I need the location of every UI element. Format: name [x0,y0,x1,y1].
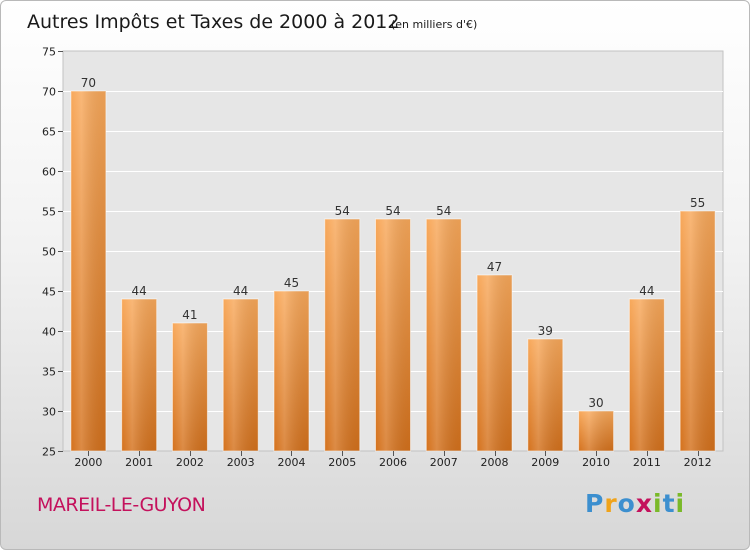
y-tick-label: 65 [42,126,56,139]
value-label: 41 [182,308,197,322]
y-tick-label: 55 [42,206,56,219]
y-tick-label: 30 [42,406,56,419]
x-tick-label: 2004 [277,456,305,469]
x-tick-label: 2011 [633,456,661,469]
x-tick-label: 2005 [328,456,356,469]
x-tick-label: 2002 [176,456,204,469]
x-tick-label: 2012 [684,456,712,469]
y-tick-label: 40 [42,326,56,339]
logo-letter: P [585,489,605,518]
bar-shine [477,275,513,451]
chart-unit-note: (en milliers d'€) [391,18,477,31]
bar-shine [527,339,563,451]
bar-shine [273,291,309,451]
value-label: 39 [538,324,553,338]
value-label: 54 [436,204,451,218]
bar-shine [426,219,462,451]
bar-shine [223,299,259,451]
bar-shine [578,411,614,451]
value-label: 54 [335,204,350,218]
logo-letter: x [635,489,653,518]
y-tick-label: 60 [42,166,56,179]
y-tick-label: 75 [42,46,56,59]
bar-shine [375,219,411,451]
bar-shine [172,323,208,451]
y-tick-label: 50 [42,246,56,259]
y-axis: 25 30 35 40 45 50 55 60 65 70 75 [42,46,63,459]
y-tick-label: 45 [42,286,56,299]
bar-shine [121,299,157,451]
y-tick-label: 35 [42,366,56,379]
value-label: 44 [233,284,248,298]
y-tick-label: 70 [42,86,56,99]
commune-name: MAREIL-LE-GUYON [37,494,206,516]
y-tick-label: 25 [42,446,56,459]
x-tick-label: 2007 [430,456,458,469]
bar-shine [324,219,360,451]
value-labels: 70 44 41 44 45 54 54 54 47 39 30 44 55 [81,76,706,410]
bars [70,90,716,452]
bar-shine [70,91,106,451]
logo-letter: t [662,489,676,518]
value-label: 54 [385,204,400,218]
chart-title: Autres Impôts et Taxes de 2000 à 2012 [27,11,400,33]
x-tick-label: 2003 [227,456,255,469]
value-label: 44 [132,284,147,298]
value-label: 70 [81,76,96,90]
x-tick-label: 2010 [582,456,610,469]
x-tick-label: 2001 [125,456,153,469]
value-label: 47 [487,260,502,274]
value-label: 45 [284,276,299,290]
value-label: 55 [690,196,705,210]
x-tick-label: 2000 [74,456,102,469]
logo-letter: o [617,489,636,518]
bar-shine [680,211,716,451]
proxiti-logo: Proxiti [585,489,685,518]
logo-letter: i [653,489,663,518]
bar-shine [629,299,665,451]
x-axis: 2000 2001 2002 2003 2004 2005 2006 2007 2008 2009… [74,451,712,469]
x-tick-label: 2006 [379,456,407,469]
x-tick-label: 2008 [481,456,509,469]
x-tick-label: 2009 [531,456,559,469]
logo-letter: r [604,489,618,518]
logo-letter: i [675,489,686,518]
value-label: 44 [639,284,654,298]
value-label: 30 [588,396,603,410]
